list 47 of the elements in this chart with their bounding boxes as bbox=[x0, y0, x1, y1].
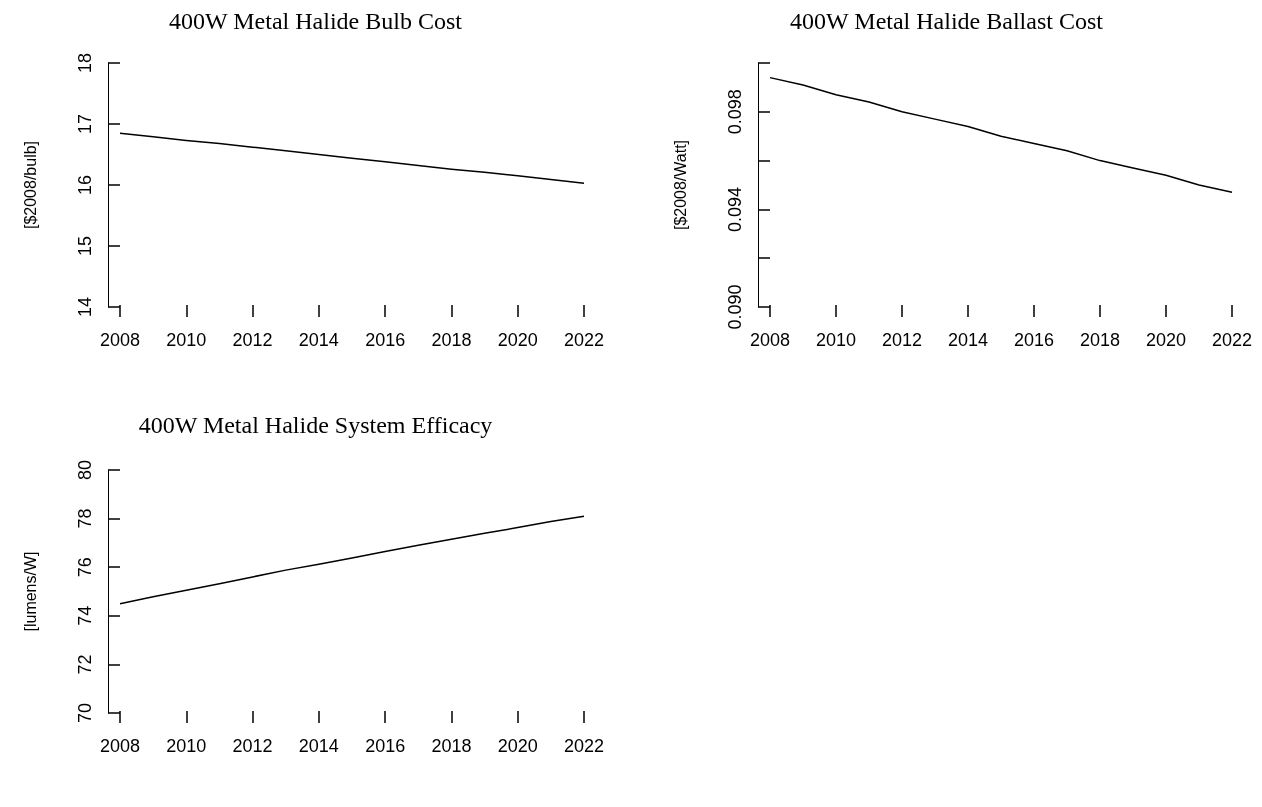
x-tick-label: 2018 bbox=[1079, 330, 1121, 350]
x-tick-label: 2014 bbox=[947, 330, 989, 350]
y-tick-label: 0.090 bbox=[725, 284, 745, 330]
y-tick-label: 72 bbox=[75, 654, 95, 675]
x-tick-label: 2016 bbox=[365, 330, 406, 350]
y-tick-label: 0.094 bbox=[725, 186, 745, 232]
y-tick-label: 17 bbox=[75, 113, 95, 135]
chart-title: 400W Metal Halide Bulb Cost bbox=[169, 8, 463, 34]
x-tick-label: 2018 bbox=[431, 330, 472, 350]
y-tick-label: 78 bbox=[75, 508, 95, 529]
x-tick-label: 2010 bbox=[815, 330, 857, 350]
line-series bbox=[119, 132, 585, 184]
chart-title: 400W Metal Halide System Efficacy bbox=[138, 412, 493, 438]
x-tick-label: 2010 bbox=[166, 330, 207, 350]
x-tick-label: 2008 bbox=[749, 330, 791, 350]
x-tick-label: 2020 bbox=[497, 736, 538, 756]
y-axis-title: [$2008/bulb] bbox=[21, 140, 39, 230]
x-tick-label: 2022 bbox=[1211, 330, 1253, 350]
y-tick-label: 74 bbox=[75, 605, 95, 626]
x-tick-label: 2018 bbox=[431, 736, 472, 756]
y-tick-label: 15 bbox=[75, 235, 95, 257]
y-axis-title: [$2008/Watt] bbox=[671, 139, 689, 231]
x-tick-label: 2012 bbox=[232, 736, 273, 756]
x-tick-label: 2022 bbox=[563, 736, 605, 756]
x-tick-label: 2012 bbox=[881, 330, 923, 350]
y-tick-label: 0.098 bbox=[725, 89, 745, 135]
x-tick-label: 2014 bbox=[298, 330, 339, 350]
y-tick-label: 76 bbox=[75, 557, 95, 578]
x-tick-label: 2022 bbox=[563, 330, 605, 350]
y-tick-label: 70 bbox=[75, 702, 95, 724]
line-series bbox=[119, 515, 585, 605]
line-series bbox=[769, 76, 1233, 194]
x-tick-label: 2010 bbox=[166, 736, 207, 756]
y-tick-label: 16 bbox=[75, 174, 95, 196]
x-tick-label: 2008 bbox=[99, 736, 141, 756]
x-tick-label: 2016 bbox=[1013, 330, 1055, 350]
y-tick-label: 14 bbox=[75, 296, 95, 318]
y-tick-label: 18 bbox=[75, 52, 95, 74]
chart-title: 400W Metal Halide Ballast Cost bbox=[790, 8, 1104, 34]
x-tick-label: 2016 bbox=[365, 736, 406, 756]
y-tick-label: 80 bbox=[75, 459, 95, 481]
x-tick-label: 2008 bbox=[99, 330, 141, 350]
y-axis-title: [lumens/W] bbox=[21, 551, 39, 632]
x-tick-label: 2014 bbox=[298, 736, 339, 756]
x-tick-label: 2020 bbox=[497, 330, 538, 350]
x-tick-label: 2020 bbox=[1145, 330, 1187, 350]
x-tick-label: 2012 bbox=[232, 330, 273, 350]
